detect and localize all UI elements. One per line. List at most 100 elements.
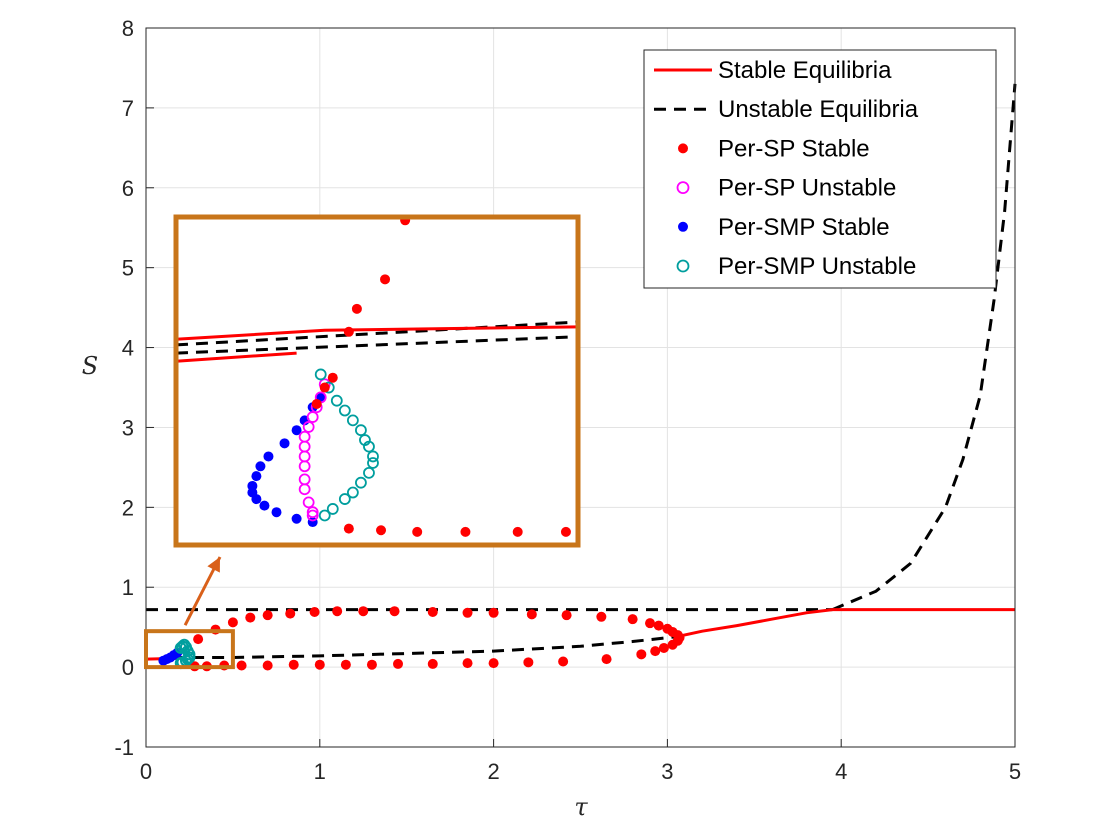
per-sp-stable-point xyxy=(262,610,273,621)
inset-per-sp-stable-point xyxy=(376,525,387,536)
per-sp-stable-point xyxy=(462,607,473,618)
unstable-equilibria-line xyxy=(172,635,677,659)
x-tick-label: 4 xyxy=(835,759,847,784)
x-tick-label: 1 xyxy=(314,759,326,784)
inset-per-smp-unstable-point xyxy=(338,404,351,417)
inset-per-smp-unstable-point xyxy=(314,368,327,381)
per-sp-stable-point xyxy=(227,617,238,628)
axes-frame xyxy=(145,27,1016,748)
inset-per-sp-stable-point xyxy=(327,372,338,383)
inset-per-sp-unstable-point xyxy=(302,421,315,433)
per-sp-stable-point xyxy=(596,611,607,622)
per-sp-stable-point xyxy=(332,606,343,617)
x-tick-label: 2 xyxy=(487,759,499,784)
legend-swatch-filled-dot xyxy=(678,143,688,154)
inset-per-sp-stable-point xyxy=(512,526,523,537)
per-sp-stable-point xyxy=(627,614,638,625)
x-tick-label: 3 xyxy=(661,759,673,784)
legend: Stable Equilibria Unstable Equilibria Per-… xyxy=(643,49,997,289)
inset-per-smp-stable-point xyxy=(251,471,262,482)
inset-per-sp-stable-point xyxy=(319,382,330,393)
inset-per-smp-unstable-point xyxy=(363,440,375,453)
inset-per-smp-stable-point xyxy=(263,451,274,462)
per-sp-stable-point xyxy=(358,606,369,617)
inset-per-sp-stable-point xyxy=(380,274,391,285)
inset-per-smp-unstable-point xyxy=(363,466,375,479)
inset-per-smp-stable-point xyxy=(251,494,262,505)
per-sp-stable-point xyxy=(636,649,647,660)
zoom-arrow-head xyxy=(207,557,220,573)
per-sp-stable-point xyxy=(314,659,325,670)
inset-per-smp-unstable-point xyxy=(346,414,359,427)
inset-background xyxy=(176,217,578,545)
y-tick-label: 6 xyxy=(122,176,134,201)
y-tick-label: -1 xyxy=(114,735,134,760)
per-sp-stable-point xyxy=(561,610,572,621)
per-sp-stable-point xyxy=(488,658,499,669)
y-tick-label: 5 xyxy=(122,256,134,281)
inset-per-sp-stable-point xyxy=(351,303,362,314)
per-sp-stable-point xyxy=(488,607,499,618)
per-sp-stable-point xyxy=(309,606,320,617)
inset-per-smp-unstable-point xyxy=(326,503,339,515)
legend-label: Per-SP Stable xyxy=(718,135,870,162)
inset-per-smp-unstable-point xyxy=(355,476,367,489)
per-sp-stable-point xyxy=(245,612,256,623)
per-sp-stable-point xyxy=(366,659,377,670)
inset-per-sp-unstable-point xyxy=(306,506,319,519)
inset-per-smp-unstable-point xyxy=(367,457,379,469)
y-tick-label: 1 xyxy=(122,575,134,600)
inset-per-smp-stable-point xyxy=(271,507,282,518)
y-tick-label: 3 xyxy=(122,415,134,440)
inset-panel xyxy=(173,214,581,548)
per-sp-stable-point xyxy=(427,606,438,617)
per-sp-stable-point xyxy=(645,618,656,629)
inset-per-sp-stable-point xyxy=(343,326,354,337)
data-layer xyxy=(145,83,1017,672)
inset-per-smp-stable-point xyxy=(255,461,266,472)
per-sp-stable-point xyxy=(526,609,537,620)
y-tick-label: 8 xyxy=(122,16,134,41)
per-sp-stable-point xyxy=(427,658,438,669)
per-smp-unstable-point xyxy=(174,641,187,654)
zoom-indicator xyxy=(144,556,235,670)
per-sp-stable-point xyxy=(653,620,664,631)
unstable-equilibria-line xyxy=(831,83,1017,611)
inset-unstable-line xyxy=(175,320,579,347)
inset-per-sp-stable-point xyxy=(460,526,471,537)
inset-frame xyxy=(173,214,581,548)
x-tick-label: 0 xyxy=(140,759,152,784)
legend-label: Stable Equilibria xyxy=(718,57,892,84)
x-axis-label: τ xyxy=(574,793,588,821)
legend-swatch-open-circle xyxy=(676,181,690,195)
inset-unstable-line xyxy=(175,335,579,355)
inset-per-smp-stable-point xyxy=(259,500,270,511)
per-sp-stable-point xyxy=(193,634,204,645)
stable-equilibria-line xyxy=(675,608,1015,639)
inset-per-sp-unstable-point xyxy=(306,411,319,423)
x-tick-label: 5 xyxy=(1009,759,1021,784)
legend-box xyxy=(643,49,997,289)
legend-swatch-open-circle xyxy=(676,259,690,273)
inset-per-sp-unstable-point xyxy=(298,460,311,473)
legend-label: Per-SMP Unstable xyxy=(718,253,916,280)
inset-per-smp-unstable-point xyxy=(330,394,343,407)
per-sp-stable-point xyxy=(288,659,299,670)
inset-stable-line xyxy=(175,351,297,363)
inset-per-smp-stable-point xyxy=(279,438,290,449)
legend-label: Per-SP Unstable xyxy=(718,175,896,202)
per-sp-stable-point xyxy=(601,654,612,665)
per-sp-stable-point xyxy=(285,608,296,619)
y-axis-label: S xyxy=(82,352,98,380)
per-sp-stable-point xyxy=(340,659,351,670)
inset-per-sp-stable-point xyxy=(412,526,423,537)
per-sp-stable-point xyxy=(658,642,669,653)
inset-per-sp-stable-point xyxy=(343,523,354,534)
inset-per-smp-stable-point xyxy=(291,425,302,436)
inset-per-smp-unstable-point xyxy=(346,486,359,499)
y-tick-label: 7 xyxy=(122,96,134,121)
legend-label: Per-SMP Stable xyxy=(718,214,890,241)
